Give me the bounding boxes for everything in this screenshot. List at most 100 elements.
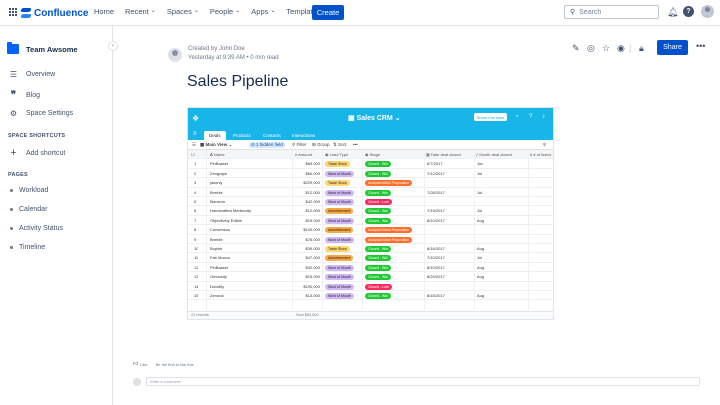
row-number[interactable]: 2: [194, 170, 197, 176]
cell-stage[interactable]: Closed - Win: [365, 244, 392, 253]
cell-stage[interactable]: Closed - Win: [365, 263, 392, 272]
column-header-stage[interactable]: ◉ Stage: [365, 152, 381, 157]
nav-home[interactable]: Home: [94, 7, 115, 16]
search-input[interactable]: ⚲ Search: [564, 5, 659, 19]
cell-date-closed[interactable]: 7/28/2017: [427, 189, 445, 195]
cell-name[interactable]: Duvidity: [210, 283, 225, 289]
row-number[interactable]: 12: [194, 264, 199, 270]
cell-lead-type[interactable]: Word of Mouth: [325, 169, 354, 178]
app-switcher-icon[interactable]: [9, 8, 18, 17]
cell-amount[interactable]: $12,000: [305, 189, 320, 195]
cell-lead-type[interactable]: Advertisement: [325, 206, 354, 215]
cell-name[interactable]: Handcrafted Mediocrity: [210, 208, 252, 214]
row-number[interactable]: 5: [194, 199, 197, 204]
base-name[interactable]: ▦ Sales CRM ⌄: [348, 115, 401, 122]
sidebar-item-space-settings[interactable]: ⚙ Space Settings: [8, 109, 73, 118]
cell-lead-type[interactable]: Word of Mouth: [325, 235, 354, 244]
cell-lead-type[interactable]: Trade Show: [325, 159, 350, 168]
watch-icon[interactable]: ◉: [617, 43, 625, 53]
cell-month-closed[interactable]: Aug: [477, 274, 485, 280]
cell-stage[interactable]: Closed - Win: [365, 206, 392, 215]
row-number[interactable]: 9: [194, 236, 197, 242]
table-row[interactable]: 7 Objectively Edible $19,000 Word of Mouth C…: [188, 216, 553, 226]
table-row[interactable]: 2 Zengrape $60,000 Word of Mouth Closed - Wi…: [188, 169, 553, 179]
add-shortcut-button[interactable]: + Add shortcut: [8, 147, 65, 159]
cell-amount[interactable]: $19,000: [305, 217, 320, 223]
cell-month-closed[interactable]: Aug: [477, 217, 485, 223]
cell-amount[interactable]: $69,000: [305, 161, 320, 167]
cell-amount[interactable]: $229,000: [303, 180, 320, 186]
cell-name[interactable]: PinBasket: [210, 161, 229, 167]
filter-button[interactable]: ⚲ Filter: [292, 142, 307, 147]
row-number[interactable]: 8: [194, 227, 197, 233]
help-icon[interactable]: ?: [529, 114, 533, 120]
sort-button[interactable]: ⇅ Sort: [333, 142, 347, 147]
row-number[interactable]: 10: [194, 246, 199, 251]
cell-stage[interactable]: Closed - Win: [365, 159, 392, 168]
cell-lead-type[interactable]: Advertisement: [325, 225, 354, 234]
row-number[interactable]: 1: [194, 161, 197, 167]
cell-stage[interactable]: Analysis/Value Proposition: [365, 225, 413, 234]
cell-lead-type[interactable]: Trade Show: [325, 244, 350, 253]
cell-stage[interactable]: Closed - Lost: [365, 282, 392, 291]
cell-stage[interactable]: Closed - Win: [365, 291, 392, 300]
row-number[interactable]: 13: [194, 274, 199, 280]
views-icon[interactable]: ☰: [192, 142, 197, 147]
cell-lead-type[interactable]: Advertisement: [325, 253, 354, 262]
cell-date-closed[interactable]: 8/15/2017: [427, 293, 445, 298]
cell-amount[interactable]: $15,000: [305, 274, 320, 280]
history-icon[interactable]: ◔: [515, 114, 519, 120]
tab-products[interactable]: Products: [233, 133, 251, 138]
page-item-timeline[interactable]: Timeline: [10, 244, 45, 251]
hide-fields-button[interactable]: ⊘ 1 hidden field: [249, 142, 285, 148]
nav-templates[interactable]: Templates: [286, 7, 321, 16]
menu-icon[interactable]: ≡: [193, 131, 197, 137]
row-number[interactable]: 15: [194, 293, 199, 298]
cell-name[interactable]: Zengrape: [210, 170, 228, 176]
table-row[interactable]: 4 Brmble $12,000 Word of Mouth Closed - Win 7…: [188, 188, 553, 197]
cell-lead-type[interactable]: Word of Mouth: [325, 197, 354, 206]
tab-contacts[interactable]: Contacts: [263, 133, 281, 138]
column-header-amount[interactable]: # Amount: [295, 152, 312, 157]
cell-date-closed[interactable]: 7/19/2017: [427, 208, 445, 214]
view-switcher[interactable]: ▦ Main View ⌄: [200, 142, 233, 147]
cell-amount[interactable]: $39,000: [305, 246, 320, 251]
cell-month-closed[interactable]: Jul: [477, 208, 483, 214]
table-row[interactable]: 3 jasonly $229,000 Trade Show Analysis/Value…: [188, 178, 553, 188]
row-number[interactable]: 14: [194, 283, 199, 289]
cell-month-closed[interactable]: Aug: [477, 246, 485, 251]
cell-lead-type[interactable]: Word of Mouth: [325, 263, 354, 272]
comment-input[interactable]: Write a comment...: [146, 377, 700, 386]
table-row[interactable]: 14 Duvidity $190,000 Word of Mouth Closed - …: [188, 282, 553, 291]
cell-amount[interactable]: $190,000: [303, 283, 320, 289]
cell-stage[interactable]: Closed - Win: [365, 216, 392, 225]
star-icon[interactable]: ☆: [602, 43, 611, 53]
cell-stage[interactable]: Closed - Lost: [365, 197, 392, 206]
cell-stage[interactable]: Closed - Win: [365, 253, 392, 262]
cell-name[interactable]: Omnosity: [210, 274, 227, 280]
table-row[interactable]: 12 PinBasket $32,000 Word of Mouth Closed - …: [188, 263, 553, 273]
cell-name[interactable]: Biznexio: [210, 199, 226, 204]
airtable-logo-icon[interactable]: ❖: [192, 114, 200, 123]
tab-deals[interactable]: Deals: [204, 131, 226, 140]
cell-amount[interactable]: $47,000: [305, 255, 320, 261]
cell-lead-type[interactable]: Word of Mouth: [325, 216, 354, 225]
confluence-logo[interactable]: Confluence: [21, 6, 88, 20]
cell-name[interactable]: Brmble: [210, 236, 223, 242]
like-button[interactable]: Like: [140, 361, 148, 367]
sidebar-item-blog[interactable]: ❞ Blog: [8, 90, 40, 101]
edit-icon[interactable]: ✎: [572, 43, 580, 53]
column-header-name[interactable]: 𝐀 Name: [210, 152, 225, 157]
column-header-lead-type[interactable]: ◉ Lead Type: [325, 152, 349, 157]
table-row[interactable]: 10 Bopistr $39,000 Trade Show Closed - Win 8/…: [188, 244, 553, 254]
table-row[interactable]: 9 Brmble $76,000 Word of Mouth Analysis/Valu…: [188, 235, 553, 244]
select-all-checkbox[interactable]: ☐: [191, 152, 195, 157]
more-actions-icon[interactable]: •••: [696, 41, 706, 51]
column-header-date-closed[interactable]: ▦ Date deal closed: [426, 152, 461, 157]
cell-amount[interactable]: $42,000: [305, 199, 320, 204]
cell-date-closed[interactable]: 8/10/2017: [427, 264, 445, 270]
cell-month-closed[interactable]: Aug: [477, 293, 485, 298]
cell-month-closed[interactable]: Jun: [477, 161, 484, 167]
cell-name[interactable]: Brmble: [210, 189, 223, 195]
cell-date-closed[interactable]: 6/7/2017: [427, 161, 443, 167]
